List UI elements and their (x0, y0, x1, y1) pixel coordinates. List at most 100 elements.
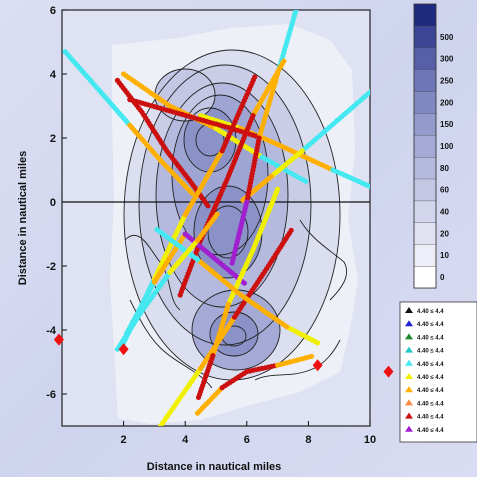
colorbar-band (413, 244, 437, 267)
colorbar-band (413, 156, 437, 180)
colorbar-label: 40 (440, 208, 449, 217)
legend: 4.40 ≤ 4.4 4.40 ≤ 4.4 4.40 ≤ 4.4 4.40 ≤ 4.4… (399, 301, 477, 443)
y-tick-label: -6 (46, 389, 56, 401)
colorbar-label: 10 (440, 251, 449, 260)
transect-point (252, 74, 258, 80)
legend-label: 4.40 ≤ 4.4 (417, 428, 444, 434)
transect (240, 86, 376, 203)
y-axis-title: Distance in nautical miles (17, 151, 29, 286)
y-axis: 6 4 2 0 -2 -4 -6 (46, 5, 67, 401)
y-tick-label: 2 (50, 133, 56, 145)
legend-label: 4.40 ≤ 4.4 (417, 415, 444, 421)
legend-label: 4.40 ≤ 4.4 (417, 322, 444, 328)
x-tick-label: 10 (364, 434, 376, 446)
legend-label: 4.40 ≤ 4.4 (417, 362, 444, 368)
colorbar-band (413, 200, 437, 223)
legend-box (399, 301, 477, 443)
colorbar-label: 0 (440, 273, 445, 282)
transect (195, 186, 281, 400)
colorbar-band (413, 91, 437, 114)
x-tick-label: 8 (305, 434, 311, 446)
transect (114, 77, 211, 209)
legend-swatch (405, 373, 413, 379)
legend-swatch (405, 333, 413, 340)
transect-point (303, 178, 309, 184)
colorbar-label: 500 (440, 33, 454, 42)
y-tick-label: -2 (46, 261, 56, 273)
legend-label: 4.40 ≤ 4.4 (417, 401, 444, 407)
legend-swatch (405, 359, 413, 366)
transect (114, 211, 220, 352)
transect-point (241, 280, 247, 286)
y-tick-label: -4 (46, 325, 57, 337)
legend-label: 4.40 ≤ 4.4 (417, 375, 444, 381)
x-axis-title: Distance in nautical miles (147, 461, 282, 473)
transect-point (229, 260, 235, 266)
colorbar-band (413, 178, 437, 202)
red-markers (53, 333, 394, 378)
transect-point (288, 227, 294, 233)
transect (177, 58, 287, 298)
legend-swatch (405, 412, 413, 419)
transect-point (195, 394, 202, 400)
contour-line (124, 234, 181, 311)
transect (229, 10, 299, 266)
transect (194, 353, 315, 416)
legend-swatch (405, 307, 413, 313)
y-tick-label: 6 (50, 5, 56, 17)
colorbar-band (413, 69, 437, 92)
legend-swatch (405, 346, 413, 353)
contour-line (138, 64, 312, 346)
red-marker (383, 365, 394, 378)
legend-swatch (405, 399, 413, 406)
transect-point (371, 185, 376, 190)
transect-point (177, 292, 183, 298)
colorbar-band (413, 3, 437, 27)
colorbar-label: 60 (440, 186, 449, 195)
red-marker (118, 343, 129, 356)
transect-point (154, 226, 160, 233)
colorbar-label: 100 (440, 142, 454, 151)
contour-line (299, 219, 348, 301)
transect-point (308, 353, 315, 359)
transect (154, 226, 321, 346)
colorbar: 0 10 20 40 60 80 100 150 200 250 300 500 (413, 3, 454, 289)
legend-label: 4.40 ≤ 4.4 (417, 349, 444, 355)
red-marker (312, 359, 323, 372)
colorbar-band (413, 25, 437, 49)
legend-label: 4.40 ≤ 4.4 (417, 388, 444, 394)
transect-point (214, 211, 220, 217)
contour-lines (123, 49, 348, 389)
y-tick-label: 4 (50, 69, 57, 81)
legend-swatch (405, 320, 413, 327)
colorbar-band (413, 47, 437, 71)
colorbar-band (413, 266, 437, 289)
legend-label: 4.40 ≤ 4.4 (417, 309, 444, 315)
legend-label: 4.40 ≤ 4.4 (417, 335, 444, 341)
transect-point (367, 184, 370, 190)
transect-point (189, 190, 195, 196)
colorbar-band (413, 222, 437, 245)
x-tick-label: 6 (244, 434, 250, 446)
colorbar-frame (413, 3, 437, 289)
colorbar-label: 150 (440, 120, 454, 129)
transect (62, 49, 195, 196)
colorbar-label: 80 (440, 164, 449, 173)
legend-swatch (405, 425, 413, 432)
contour-line (254, 339, 341, 381)
red-marker (53, 333, 64, 346)
colorbar-label: 20 (440, 229, 449, 238)
contour-line (209, 311, 259, 357)
colorbar-label: 250 (440, 77, 454, 86)
colorbar-label: 300 (440, 55, 454, 64)
transect-point (205, 203, 211, 209)
x-axis: 2 4 6 8 10 (121, 421, 376, 446)
x-tick-label: 2 (121, 434, 127, 446)
transect-point (371, 86, 376, 91)
y-tick-label: 0 (50, 197, 56, 209)
transects (62, 10, 376, 426)
colorbar-band (413, 134, 437, 158)
x-tick-label: 4 (182, 434, 189, 446)
colorbar-band (413, 112, 437, 136)
